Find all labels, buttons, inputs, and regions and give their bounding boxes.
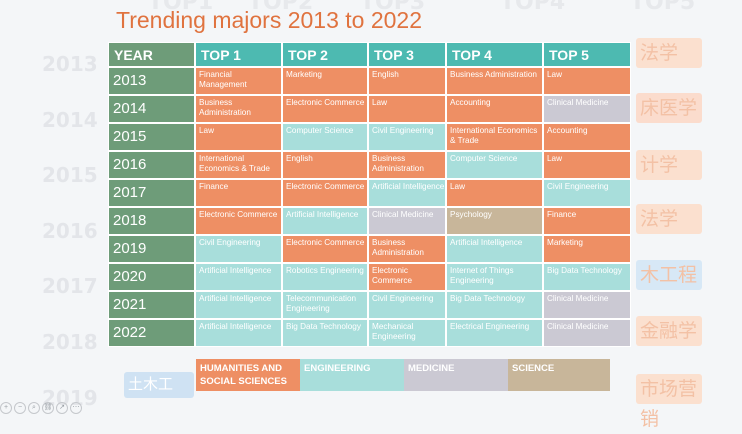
background-major-chip: 计学 xyxy=(636,150,702,180)
background-major-chip: 法学 xyxy=(636,204,702,234)
share-icon[interactable]: ↗ xyxy=(56,402,68,414)
year-cell: 2014 xyxy=(108,95,195,123)
link-icon[interactable]: ⛓ xyxy=(42,402,54,414)
header-top-5: TOP 5 xyxy=(543,42,631,67)
major-cell: Law xyxy=(195,123,282,151)
header-year: YEAR xyxy=(108,42,195,67)
zoom-icon[interactable]: ⌕ xyxy=(28,402,40,414)
major-cell: Accounting xyxy=(543,123,631,151)
major-cell: Electronic Commerce xyxy=(368,263,446,291)
major-cell: Robotics Engineering xyxy=(282,263,368,291)
major-cell: Big Data Technology xyxy=(446,291,543,319)
major-cell: Civil Engineering xyxy=(543,179,631,207)
major-cell: Artificial Intelligence xyxy=(282,207,368,235)
major-cell: Financial Management xyxy=(195,67,282,95)
major-cell: Clinical Medicine xyxy=(543,291,631,319)
major-cell: Artificial Intelligence xyxy=(195,319,282,347)
year-cell: 2017 xyxy=(108,179,195,207)
legend-med: MEDICINE xyxy=(404,359,508,391)
bottom-toolbar: + − ⌕ ⛓ ↗ ⋯ xyxy=(0,402,82,414)
year-cell: 2016 xyxy=(108,151,195,179)
major-cell: Computer Science xyxy=(282,123,368,151)
year-cell: 2015 xyxy=(108,123,195,151)
major-cell: Clinical Medicine xyxy=(368,207,446,235)
major-cell: Mechanical Engineering xyxy=(368,319,446,347)
major-cell: Business Administration xyxy=(446,67,543,95)
background-top-label: TOP3 xyxy=(360,0,426,15)
background-top-label: TOP2 xyxy=(248,0,314,15)
major-cell: Artificial Intelligence xyxy=(195,291,282,319)
major-cell: Law xyxy=(368,95,446,123)
major-cell: Finance xyxy=(543,207,631,235)
major-cell: Civil Engineering xyxy=(368,123,446,151)
background-chip: 土木工 xyxy=(124,372,194,398)
page-title: Trending majors 2013 to 2022 xyxy=(116,7,423,33)
major-cell: Marketing xyxy=(282,67,368,95)
header-top-1: TOP 1 xyxy=(195,42,282,67)
major-cell: Electrical Engineering xyxy=(446,319,543,347)
major-cell: Clinical Medicine xyxy=(543,95,631,123)
legend-sci: SCIENCE xyxy=(508,359,610,391)
major-cell: Law xyxy=(543,67,631,95)
background-year: 2015 xyxy=(42,163,98,187)
category-legend: HUMANITIES AND SOCIAL SCIENCES ENGINEERIN… xyxy=(196,359,610,391)
more-icon[interactable]: ⋯ xyxy=(70,402,82,414)
major-cell: Accounting xyxy=(446,95,543,123)
major-cell: International Economics & Trade xyxy=(195,151,282,179)
major-cell: International Economics & Trade xyxy=(446,123,543,151)
major-cell: Computer Science xyxy=(446,151,543,179)
major-cell: Psychology xyxy=(446,207,543,235)
header-top-2: TOP 2 xyxy=(282,42,368,67)
major-cell: Electronic Commerce xyxy=(282,95,368,123)
major-cell: Artificial Intelligence xyxy=(368,179,446,207)
major-cell: Big Data Technology xyxy=(282,319,368,347)
background-top-label: TOP1 xyxy=(148,0,214,15)
background-major-chip: 法学 xyxy=(636,38,702,68)
major-cell: Business Administration xyxy=(368,235,446,263)
major-cell: English xyxy=(282,151,368,179)
header-top-4: TOP 4 xyxy=(446,42,543,67)
background-year: 2018 xyxy=(42,330,98,354)
major-cell: Business Administration xyxy=(195,95,282,123)
year-cell: 2018 xyxy=(108,207,195,235)
major-cell: Big Data Technology xyxy=(543,263,631,291)
major-cell: Business Administration xyxy=(368,151,446,179)
zoom-out-icon[interactable]: − xyxy=(14,402,26,414)
major-cell: Finance xyxy=(195,179,282,207)
background-major-chip: 金融学 xyxy=(636,316,702,346)
major-cell: Artificial Intelligence xyxy=(195,263,282,291)
major-cell: Internet of Things Engineering xyxy=(446,263,543,291)
major-cell: Electronic Commerce xyxy=(282,179,368,207)
background-year: 2013 xyxy=(42,52,98,76)
zoom-in-icon[interactable]: + xyxy=(0,402,12,414)
background-top-label: TOP4 xyxy=(500,0,566,15)
major-cell: Law xyxy=(543,151,631,179)
legend-human: HUMANITIES AND SOCIAL SCIENCES xyxy=(196,359,300,391)
year-cell: 2022 xyxy=(108,319,195,347)
major-cell: Electronic Commerce xyxy=(282,235,368,263)
header-top-3: TOP 3 xyxy=(368,42,446,67)
major-cell: Civil Engineering xyxy=(368,291,446,319)
background-top-label: TOP5 xyxy=(630,0,696,15)
year-cell: 2019 xyxy=(108,235,195,263)
major-cell: Artificial Intelligence xyxy=(446,235,543,263)
legend-eng: ENGINEERING xyxy=(300,359,404,391)
major-cell: Marketing xyxy=(543,235,631,263)
background-major-chip: 床医学 xyxy=(636,93,702,123)
background-major-chip: 木工程 xyxy=(636,260,702,290)
majors-table: YEAR TOP 1 TOP 2 TOP 3 TOP 4 TOP 5 2013 Financi… xyxy=(108,42,631,347)
major-cell: Clinical Medicine xyxy=(543,319,631,347)
major-cell: Civil Engineering xyxy=(195,235,282,263)
year-cell: 2020 xyxy=(108,263,195,291)
background-year: 2016 xyxy=(42,219,98,243)
year-cell: 2013 xyxy=(108,67,195,95)
major-cell: English xyxy=(368,67,446,95)
major-cell: Telecommunication Engineering xyxy=(282,291,368,319)
major-cell: Electronic Commerce xyxy=(195,207,282,235)
background-year: 2014 xyxy=(42,108,98,132)
background-major-chip: 市场营销 xyxy=(636,374,702,430)
background-year: 2017 xyxy=(42,274,98,298)
year-cell: 2021 xyxy=(108,291,195,319)
major-cell: Law xyxy=(446,179,543,207)
